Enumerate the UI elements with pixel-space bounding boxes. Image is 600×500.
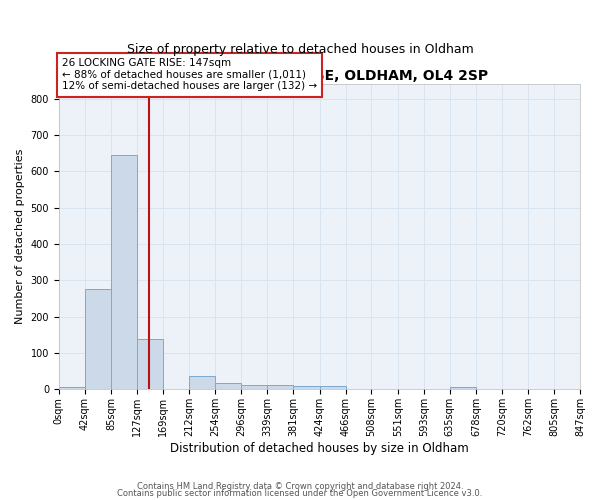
Bar xyxy=(449,386,476,390)
X-axis label: Distribution of detached houses by size in Oldham: Distribution of detached houses by size … xyxy=(170,442,469,455)
Bar xyxy=(59,386,85,390)
Text: Contains public sector information licensed under the Open Government Licence v3: Contains public sector information licen… xyxy=(118,489,482,498)
Bar xyxy=(241,385,268,390)
Bar xyxy=(137,338,163,390)
Bar xyxy=(111,155,137,390)
Bar xyxy=(293,386,320,390)
Bar xyxy=(215,383,241,390)
Text: Contains HM Land Registry data © Crown copyright and database right 2024.: Contains HM Land Registry data © Crown c… xyxy=(137,482,463,491)
Bar xyxy=(85,290,111,390)
Bar xyxy=(320,386,346,390)
Y-axis label: Number of detached properties: Number of detached properties xyxy=(15,149,25,324)
Title: 26, LOCKING GATE RISE, OLDHAM, OL4 2SP: 26, LOCKING GATE RISE, OLDHAM, OL4 2SP xyxy=(151,69,488,83)
Text: Size of property relative to detached houses in Oldham: Size of property relative to detached ho… xyxy=(127,42,473,56)
Text: 26 LOCKING GATE RISE: 147sqm
← 88% of detached houses are smaller (1,011)
12% of: 26 LOCKING GATE RISE: 147sqm ← 88% of de… xyxy=(62,58,317,92)
Bar xyxy=(189,376,215,390)
Bar xyxy=(268,386,293,390)
